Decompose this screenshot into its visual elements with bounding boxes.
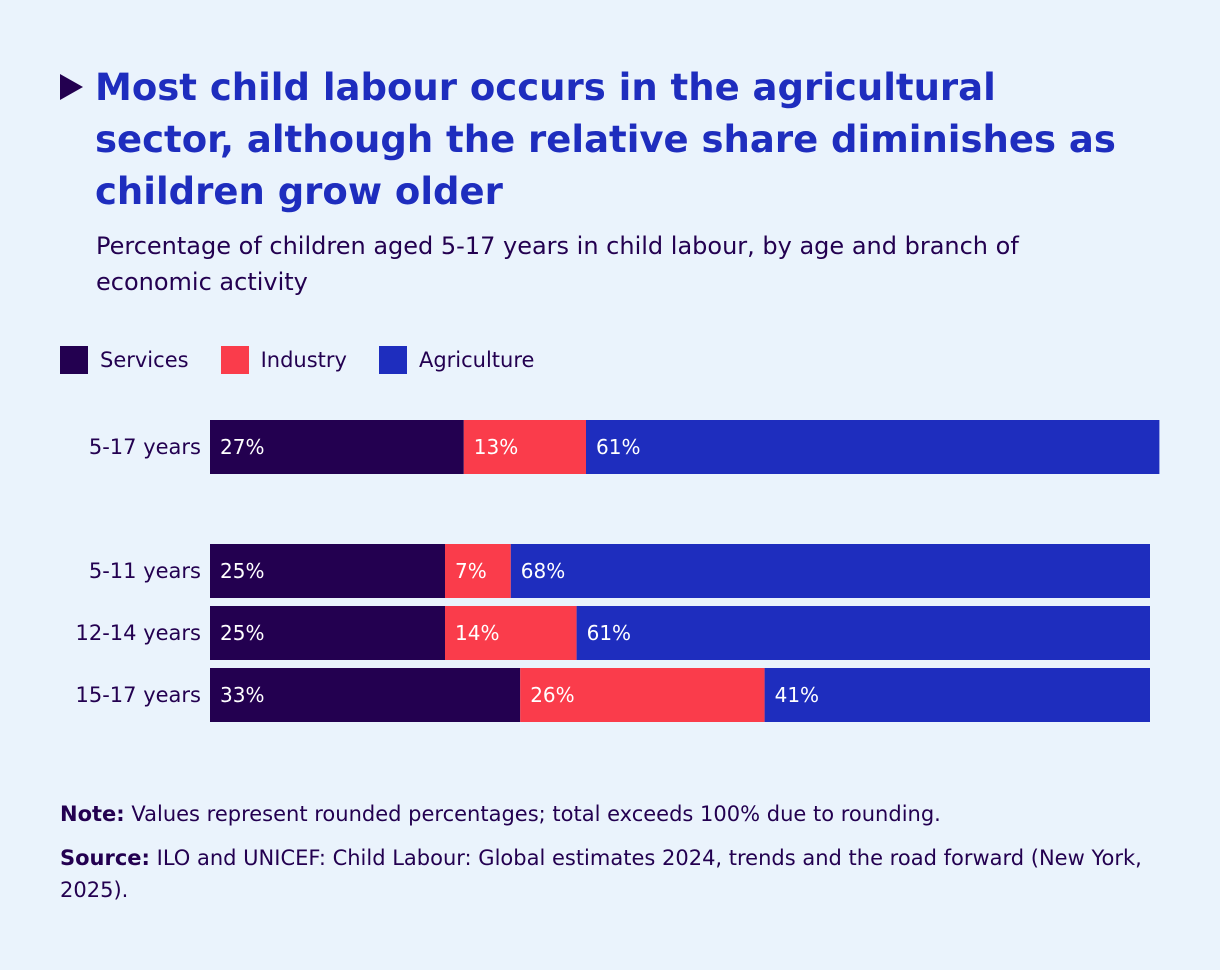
data-label-industry-5-17-years: 13% [474, 435, 518, 459]
bar-industry-15-17-years [520, 668, 765, 722]
note-label: Note: [60, 802, 125, 826]
legend-label-services: Services [100, 348, 189, 372]
data-label-industry-12-14-years: 14% [455, 621, 499, 645]
bar-industry-5-11-years [445, 544, 511, 598]
bar-agriculture-5-11-years [510, 544, 1150, 598]
data-label-agriculture-15-17-years: 41% [775, 683, 819, 707]
legend-item-industry: Industry [220, 346, 347, 374]
bar-agriculture-15-17-years [764, 668, 1150, 722]
legend-label-agriculture: Agriculture [418, 348, 535, 372]
chart-source: Source: ILO and UNICEF: Child Labour: Gl… [60, 842, 1160, 906]
category-label-12-14-years: 12-14 years [76, 621, 202, 645]
data-label-services-5-11-years: 25% [220, 559, 264, 583]
data-label-agriculture-5-11-years: 68% [521, 559, 565, 583]
chart-subtitle: Percentage of children aged 5-17 years i… [96, 232, 1019, 296]
play-triangle-icon [60, 74, 83, 100]
data-label-industry-15-17-years: 26% [530, 683, 574, 707]
chart-title: Most child labour occurs in the agricult… [95, 66, 1116, 213]
category-label-15-17-years: 15-17 years [76, 683, 202, 707]
bar-services-5-17-years [210, 420, 464, 474]
legend-swatch-agriculture [378, 346, 407, 374]
bar-industry-12-14-years [445, 606, 577, 660]
chart-note: Note: Values represent rounded percentag… [60, 798, 1160, 830]
bar-services-15-17-years [210, 668, 521, 722]
bar-industry-5-17-years [463, 420, 586, 474]
source-text: ILO and UNICEF: Child Labour: Global est… [60, 846, 1142, 902]
bar-services-5-11-years [210, 544, 445, 598]
data-label-agriculture-12-14-years: 61% [587, 621, 631, 645]
legend: Services Industry Agriculture [60, 345, 566, 375]
note-text: Values represent rounded percentages; to… [131, 802, 941, 826]
legend-label-industry: Industry [260, 348, 347, 372]
legend-item-agriculture: Agriculture [378, 346, 535, 374]
bar-services-12-14-years [210, 606, 445, 660]
data-label-services-12-14-years: 25% [220, 621, 264, 645]
legend-swatch-services [60, 346, 88, 374]
data-label-services-15-17-years: 33% [220, 683, 264, 707]
data-label-services-5-17-years: 27% [220, 435, 264, 459]
source-label: Source: [60, 846, 150, 870]
category-label-5-17-years: 5-17 years [89, 435, 201, 459]
legend-swatch-industry [220, 346, 249, 374]
data-label-agriculture-5-17-years: 61% [596, 435, 640, 459]
legend-item-services: Services [60, 346, 189, 374]
bar-agriculture-5-17-years [586, 420, 1160, 474]
category-label-5-11-years: 5-11 years [89, 559, 201, 583]
bar-agriculture-12-14-years [576, 606, 1150, 660]
data-label-industry-5-11-years: 7% [455, 559, 487, 583]
